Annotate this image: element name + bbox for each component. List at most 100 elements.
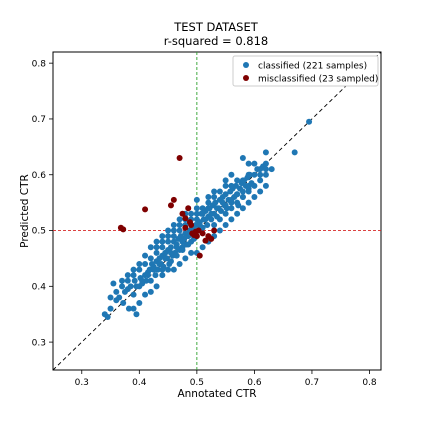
classified-point <box>159 272 166 279</box>
classified-point <box>251 194 258 201</box>
classified-point <box>116 294 123 301</box>
classified-point <box>245 182 252 189</box>
y-tick-label: 0.6 <box>32 171 47 181</box>
classified-point <box>176 221 183 228</box>
y-tick-label: 0.8 <box>32 59 47 69</box>
misclassified-point <box>196 252 203 259</box>
classified-point <box>179 238 186 245</box>
classified-point <box>228 205 235 212</box>
classified-point <box>193 210 200 217</box>
classified-point <box>228 216 235 223</box>
x-tick-label: 0.8 <box>362 378 377 388</box>
y-tick-label: 0.7 <box>32 115 46 125</box>
classified-point <box>130 272 137 279</box>
classified-point <box>257 171 264 178</box>
misclassified-point <box>142 206 149 213</box>
classified-point <box>153 249 160 256</box>
classified-point <box>251 182 258 189</box>
classified-point <box>205 199 212 206</box>
classified-point <box>136 300 143 307</box>
classified-point <box>136 261 143 267</box>
classified-point <box>214 205 220 212</box>
classified-point <box>193 205 200 212</box>
classified-point <box>153 238 160 245</box>
classified-point <box>196 221 203 228</box>
y-tick-label: 0.4 <box>32 283 47 293</box>
classified-point <box>204 221 211 228</box>
classified-point <box>130 291 137 298</box>
classified-point <box>257 188 264 195</box>
classified-point <box>211 188 218 195</box>
classified-point <box>262 160 269 167</box>
classified-point <box>211 221 218 228</box>
classified-point <box>262 182 269 189</box>
chart-title: TEST DATASET <box>173 20 258 34</box>
classified-point <box>222 182 229 189</box>
y-tick-label: 0.5 <box>32 227 46 237</box>
legend-marker-misclassified <box>243 75 249 81</box>
classified-point <box>124 277 131 284</box>
classified-point <box>159 244 166 251</box>
misclassified-point <box>120 226 127 233</box>
classified-point <box>219 199 226 206</box>
classified-point <box>222 191 229 198</box>
classified-point <box>153 283 160 290</box>
classified-point <box>153 244 160 251</box>
classified-point <box>234 210 241 217</box>
classified-point <box>234 199 241 206</box>
classified-point <box>165 233 172 240</box>
classified-point <box>165 266 172 273</box>
legend-marker-classified <box>243 62 249 68</box>
classified-point <box>234 191 241 198</box>
classified-point <box>167 249 174 256</box>
classified-point <box>239 194 246 201</box>
classified-point <box>165 238 172 245</box>
classified-point <box>306 118 313 125</box>
x-tick-label: 0.7 <box>305 378 319 388</box>
misclassified-point <box>167 202 174 209</box>
classified-point <box>167 258 174 265</box>
classified-point <box>131 277 138 284</box>
classified-point <box>139 277 146 284</box>
classified-point <box>251 171 258 178</box>
classified-point <box>239 188 246 195</box>
classified-point <box>239 205 246 212</box>
classified-point <box>124 272 131 279</box>
classified-point <box>162 255 169 262</box>
classified-point <box>147 277 154 284</box>
chart-subtitle: r-squared = 0.818 <box>164 34 269 48</box>
classified-point <box>136 266 143 273</box>
classified-point <box>199 205 206 212</box>
classified-point <box>239 177 246 184</box>
misclassified-point <box>199 230 206 237</box>
classified-point <box>167 244 174 251</box>
classified-point <box>245 171 252 178</box>
x-tick-label: 0.4 <box>132 378 147 388</box>
classified-point <box>228 182 235 189</box>
classified-point <box>170 266 177 273</box>
classified-point <box>176 227 183 234</box>
classified-point <box>142 261 149 267</box>
axis-ticks: 0.3 0.4 0.5 0.6 0.7 0.8 0.3 0.4 0.5 0.6 0.7 0.8 <box>32 59 377 388</box>
x-axis-label: Annotated CTR <box>177 388 256 400</box>
classified-point <box>120 300 127 307</box>
classified-point <box>199 210 206 217</box>
classified-point <box>202 216 209 223</box>
reference-lines <box>52 51 382 371</box>
classified-point <box>150 266 157 273</box>
classified-point <box>182 255 189 262</box>
misclassified-point <box>182 215 189 222</box>
x-tick-label: 0.5 <box>190 378 204 388</box>
classified-point <box>176 261 183 267</box>
diagonal-reference-line <box>52 51 382 371</box>
classified-point <box>156 261 163 267</box>
x-tick-label: 0.3 <box>75 378 89 388</box>
classified-point <box>257 166 264 173</box>
classified-point <box>188 210 195 217</box>
classified-point <box>188 249 195 256</box>
classified-point <box>130 305 137 312</box>
classified-point <box>222 210 229 217</box>
legend-box <box>232 55 379 87</box>
